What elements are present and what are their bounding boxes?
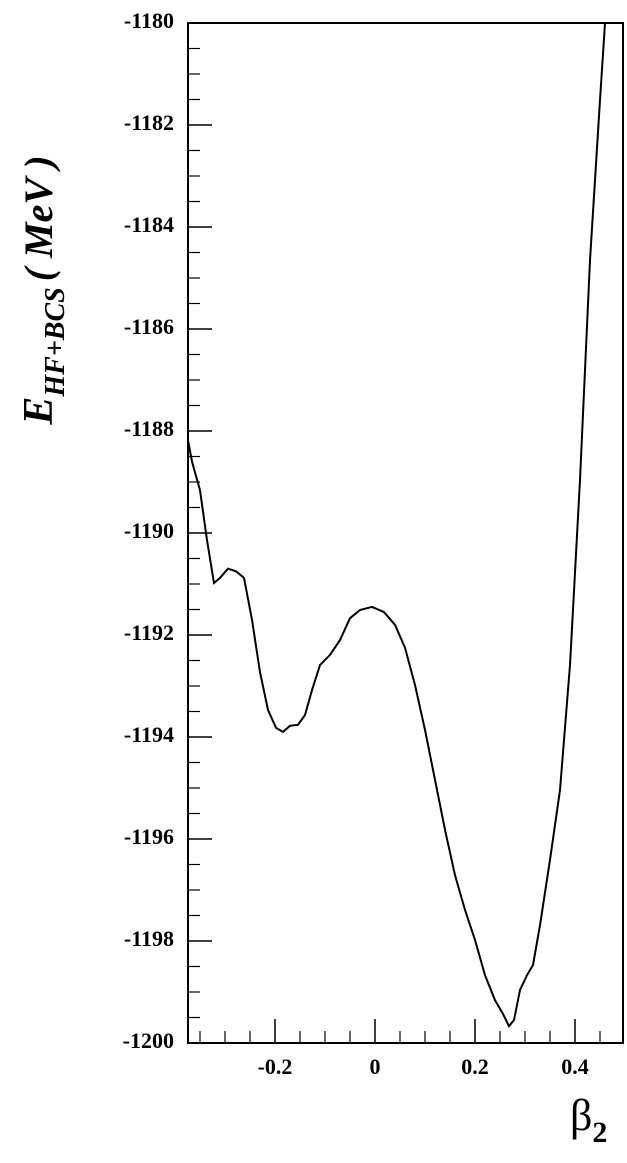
- x-label-sub: 2: [592, 1116, 607, 1149]
- x-tick-label: 0.2: [461, 1054, 489, 1079]
- y-label-unit: ( MeV ): [16, 155, 61, 281]
- curve: [187, 22, 606, 1029]
- y-tick-label: -1190: [124, 518, 174, 543]
- x-tick-label: 0.4: [561, 1054, 589, 1079]
- x-axis-title: β2: [570, 1091, 607, 1149]
- plot-frame: [187, 22, 624, 1044]
- y-tick-label: -1182: [124, 110, 174, 135]
- y-tick-label: -1192: [124, 620, 174, 645]
- y-axis-title: EHF+BCS ( MeV ): [16, 155, 71, 425]
- y-label-main: E: [16, 397, 62, 426]
- y-tick-label: -1180: [124, 8, 174, 33]
- y-tick-label: -1194: [124, 722, 174, 747]
- y-tick-label: -1188: [124, 416, 174, 441]
- x-tick-label: -0.2: [258, 1054, 293, 1079]
- y-tick-label: -1198: [124, 926, 174, 951]
- y-tick-label: -1200: [123, 1028, 174, 1053]
- y-tick-label: -1196: [124, 824, 174, 849]
- x-label-main: β: [570, 1091, 592, 1140]
- y-label-sub: HF+BCS: [40, 287, 71, 397]
- y-tick-label: -1184: [124, 212, 174, 237]
- y-tick-label: -1186: [124, 314, 174, 339]
- x-tick-label: 0: [370, 1054, 381, 1079]
